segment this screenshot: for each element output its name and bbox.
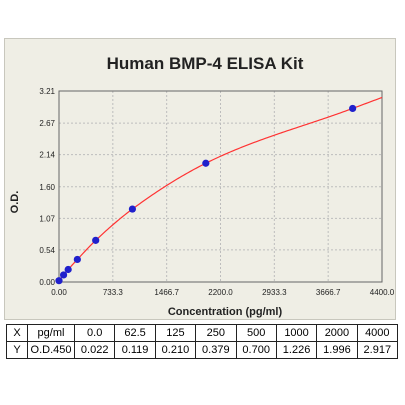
table-cell: 0.379 — [195, 341, 237, 359]
table-cell: 2.917 — [356, 341, 399, 359]
y-tick-label: 2.67 — [39, 119, 55, 128]
y-tick-label: 0.54 — [39, 246, 55, 255]
data-point — [55, 277, 63, 285]
x-tick-label: 3666.7 — [316, 288, 341, 297]
table-row-y: Y O.D.450 0.022 0.119 0.210 0.379 0.700 … — [6, 341, 399, 359]
table-cell: 0.0 — [73, 324, 116, 342]
table-cell: 1.996 — [316, 341, 358, 359]
y-tick-label: 3.21 — [39, 87, 55, 96]
row-unit-x: pg/ml — [27, 324, 75, 342]
y-axis-label: O.D. — [9, 191, 21, 214]
table-cell: 500 — [235, 324, 277, 342]
data-point — [59, 271, 68, 279]
data-point — [349, 104, 357, 113]
table-cell: 1000 — [275, 324, 318, 342]
table-cell: 4000 — [356, 324, 399, 342]
x-tick-label: 1466.7 — [154, 288, 179, 297]
x-tick-label: 4400.0 — [370, 288, 395, 297]
table-cell: 250 — [195, 324, 237, 342]
plot-frame — [58, 90, 383, 283]
data-point — [202, 159, 210, 167]
row-label-y: Y — [6, 341, 28, 359]
x-tick-label: 2933.3 — [262, 288, 287, 297]
x-axis-label: Concentration (pg/ml) — [168, 306, 283, 318]
x-tick-label: 0.00 — [51, 288, 67, 297]
table-cell: 1.226 — [275, 341, 318, 359]
standard-data-table: X pg/ml 0.0 62.5 125 250 500 1000 2000 4… — [6, 324, 399, 359]
chart-title: Human BMP-4 ELISA Kit — [107, 54, 304, 73]
y-tick-label: 1.60 — [39, 183, 55, 192]
data-point — [64, 265, 72, 274]
table-cell: 0.119 — [114, 341, 156, 359]
point-layer — [55, 104, 357, 285]
x-tick-label: 733.3 — [103, 288, 124, 297]
data-point — [92, 236, 100, 244]
y-tick-label: 0.00 — [39, 278, 55, 287]
grid-layer — [58, 90, 383, 283]
data-point — [73, 255, 81, 264]
table-cell: 0.210 — [154, 341, 197, 359]
standard-curve-chart: Human BMP-4 ELISA Kit 0.00 0.54 1.07 1.60 2.… — [9, 54, 395, 318]
table-cell: 0.022 — [73, 341, 116, 359]
y-tick-label: 2.14 — [39, 151, 55, 160]
y-tick-label: 1.07 — [39, 214, 55, 223]
fit-curve — [58, 96, 383, 282]
table-cell: 62.5 — [114, 324, 156, 342]
x-tick-label: 2200.0 — [208, 288, 233, 297]
row-label-x: X — [6, 324, 28, 342]
row-unit-y: O.D.450 — [27, 341, 75, 359]
tick-layer: 0.00 0.54 1.07 1.60 2.14 2.67 3.21 0.00 733.3 146… — [39, 87, 394, 297]
data-point — [128, 205, 137, 213]
table-cell: 2000 — [316, 324, 358, 342]
table-cell: 0.700 — [235, 341, 277, 359]
table-cell: 125 — [154, 324, 197, 342]
table-row-x: X pg/ml 0.0 62.5 125 250 500 1000 2000 4… — [6, 324, 399, 342]
chart-panel: Human BMP-4 ELISA Kit 0.00 0.54 1.07 1.60 2.… — [4, 38, 396, 320]
